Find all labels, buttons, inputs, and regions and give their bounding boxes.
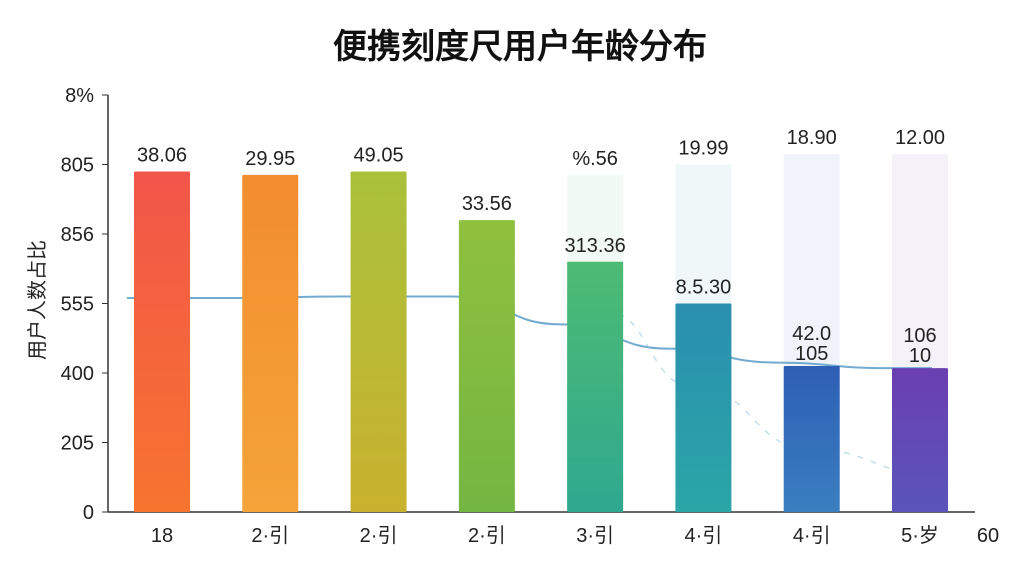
bar-value-label: 42.0 — [792, 323, 831, 345]
bar-value-label: 38.06 — [137, 144, 187, 166]
bar-value-label: 8.5.30 — [676, 277, 732, 299]
bar — [350, 171, 407, 512]
bars — [134, 171, 948, 513]
ghost-value-label: 18.90 — [787, 127, 837, 149]
ghost-value-label: 19.99 — [678, 138, 728, 160]
bar-value-label: 105 — [795, 343, 828, 365]
y-tick-label: 555 — [61, 294, 94, 316]
x-tick-label: 3·引 — [576, 524, 614, 547]
x-tick-label: 4·引 — [793, 524, 831, 547]
bar-value-label: 33.56 — [462, 193, 512, 215]
y-tick-label: 205 — [61, 433, 94, 455]
bar — [458, 220, 515, 512]
bar-value-label: 29.95 — [245, 148, 295, 170]
bar — [675, 303, 732, 512]
ghost-value-label: %.56 — [572, 148, 618, 170]
bar — [783, 366, 840, 512]
x-tick-label: 2·引 — [468, 524, 506, 547]
value-labels: 38.06 29.95 49.05 33.56 %.56 313.36 19.99 8.5.3… — [137, 127, 945, 367]
y-tick-label: 400 — [61, 363, 94, 385]
x-tick-label: 4·引 — [685, 524, 723, 547]
y-tick-label: 856 — [61, 224, 94, 246]
bar — [134, 171, 190, 512]
y-tick-label: 0 — [83, 502, 94, 524]
ghost-bars — [567, 154, 948, 513]
x-tick-label: 2·引 — [251, 524, 289, 547]
y-tick-label: 8% — [65, 85, 94, 107]
x-tick-label: 2·引 — [360, 524, 398, 547]
ghost-value-label: 12.00 — [895, 127, 945, 149]
x-tick-labels: 18 2·引 2·引 2·引 3·引 4·引 4·引 5·岁 60 — [151, 524, 999, 547]
chart-title: 便携刻度尺用户年龄分布 — [333, 27, 707, 67]
bar — [567, 261, 624, 512]
x-tick-label: 60 — [977, 525, 999, 547]
bar-value-label: 106 — [903, 325, 936, 347]
bar — [242, 174, 299, 513]
bar-value-label: 10 — [909, 345, 931, 367]
bar-value-label: 49.05 — [354, 144, 404, 166]
y-tick-label: 805 — [61, 155, 94, 177]
bar — [892, 368, 948, 512]
bar-value-label: 313.36 — [565, 235, 626, 257]
y-tick-labels: 0 205 400 555 856 805 8% — [61, 85, 108, 524]
x-tick-label: 5·岁 — [901, 524, 939, 547]
x-tick-label: 18 — [151, 525, 173, 547]
secondary-trend-line — [605, 309, 933, 475]
y-axis-label: 用户人数占比 — [25, 240, 49, 360]
